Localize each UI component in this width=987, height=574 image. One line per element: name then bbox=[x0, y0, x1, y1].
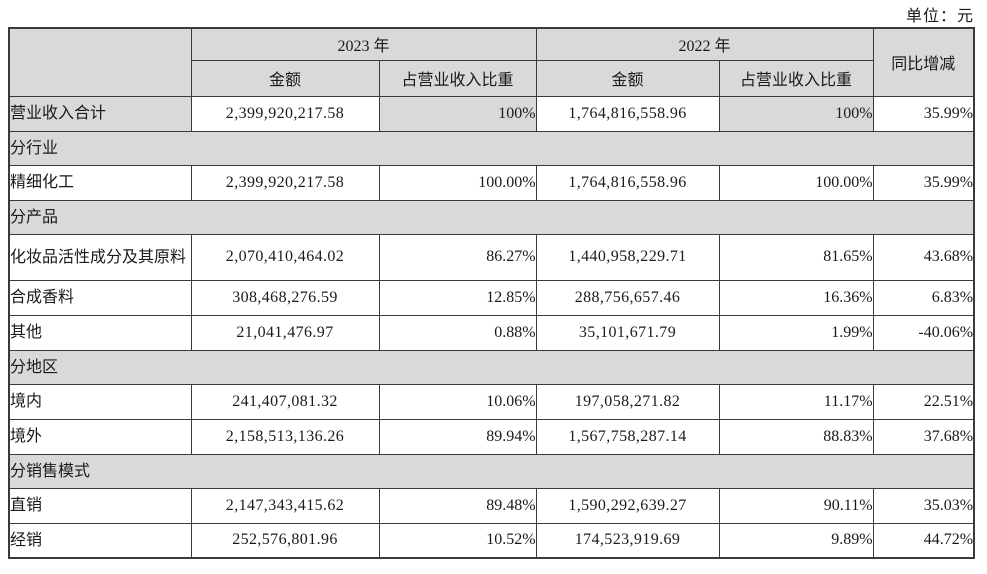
ratio-2023-cell: 100.00% bbox=[378, 164, 537, 201]
row-label-cell: 化妆品活性成分及其原料 bbox=[8, 233, 192, 281]
section-row-product: 分产品 bbox=[8, 199, 975, 235]
amount-2023-cell: 2,399,920,217.58 bbox=[190, 164, 380, 201]
table-row: 经销 252,576,801.96 10.52% 174,523,919.69 … bbox=[8, 522, 975, 559]
section-label-cell: 分产品 bbox=[8, 199, 975, 235]
amount-2023-cell: 2,070,410,464.02 bbox=[190, 233, 380, 281]
amount-2022-cell: 1,590,292,639.27 bbox=[535, 487, 720, 524]
year-2022-header: 2022 年 bbox=[535, 27, 874, 61]
ratio-2022-cell: 100% bbox=[718, 95, 874, 132]
ratio-2022-cell: 16.36% bbox=[718, 279, 874, 316]
yoy-cell: 35.99% bbox=[872, 95, 975, 132]
yoy-cell: 43.68% bbox=[872, 233, 975, 281]
amount-2023-cell: 2,158,513,136.26 bbox=[190, 418, 380, 455]
amount-2022-cell: 35,101,671.79 bbox=[535, 314, 720, 351]
ratio-2022-cell: 90.11% bbox=[718, 487, 874, 524]
ratio-2023-cell: 100% bbox=[378, 95, 537, 132]
yoy-cell: 22.51% bbox=[872, 383, 975, 420]
amount-2022-cell: 174,523,919.69 bbox=[535, 522, 720, 559]
ratio-2022-cell: 11.17% bbox=[718, 383, 874, 420]
amount-2023-header: 金额 bbox=[190, 59, 380, 97]
amount-2023-cell: 21,041,476.97 bbox=[190, 314, 380, 351]
yoy-cell: 6.83% bbox=[872, 279, 975, 316]
yoy-cell: 37.68% bbox=[872, 418, 975, 455]
amount-2022-cell: 197,058,271.82 bbox=[535, 383, 720, 420]
yoy-header: 同比增减 bbox=[872, 27, 975, 97]
ratio-2022-header: 占营业收入比重 bbox=[718, 59, 874, 97]
table-row: 合成香料 308,468,276.59 12.85% 288,756,657.4… bbox=[8, 279, 975, 316]
row-label-cell: 精细化工 bbox=[8, 164, 192, 201]
year-2023-header: 2023 年 bbox=[190, 27, 537, 61]
row-label-cell: 合成香料 bbox=[8, 279, 192, 316]
revenue-breakdown-table: 2023 年 2022 年 同比增减 金额 占营业收入比重 金额 占营业收入比重… bbox=[8, 27, 976, 559]
table-row: 其他 21,041,476.97 0.88% 35,101,671.79 1.9… bbox=[8, 314, 975, 351]
ratio-2023-header: 占营业收入比重 bbox=[378, 59, 537, 97]
amount-2023-cell: 2,147,343,415.62 bbox=[190, 487, 380, 524]
row-label-cell: 营业收入合计 bbox=[8, 95, 192, 132]
amount-2022-header: 金额 bbox=[535, 59, 720, 97]
row-label-cell: 经销 bbox=[8, 522, 192, 559]
header-row-years: 2023 年 2022 年 同比增减 bbox=[8, 27, 975, 97]
amount-2023-cell: 308,468,276.59 bbox=[190, 279, 380, 316]
amount-2022-cell: 1,440,958,229.71 bbox=[535, 233, 720, 281]
amount-2023-cell: 252,576,801.96 bbox=[190, 522, 380, 559]
row-label-cell: 直销 bbox=[8, 487, 192, 524]
ratio-2023-cell: 10.52% bbox=[378, 522, 537, 559]
ratio-2022-cell: 9.89% bbox=[718, 522, 874, 559]
section-label-cell: 分行业 bbox=[8, 130, 975, 166]
amount-2022-cell: 1,764,816,558.96 bbox=[535, 95, 720, 132]
yoy-cell: 44.72% bbox=[872, 522, 975, 559]
ratio-2022-cell: 88.83% bbox=[718, 418, 874, 455]
ratio-2023-cell: 89.94% bbox=[378, 418, 537, 455]
ratio-2022-cell: 100.00% bbox=[718, 164, 874, 201]
ratio-2022-cell: 1.99% bbox=[718, 314, 874, 351]
ratio-2022-cell: 81.65% bbox=[718, 233, 874, 281]
section-label-cell: 分地区 bbox=[8, 349, 975, 385]
amount-2023-cell: 2,399,920,217.58 bbox=[190, 95, 380, 132]
section-row-industry: 分行业 bbox=[8, 130, 975, 166]
table-row: 化妆品活性成分及其原料 2,070,410,464.02 86.27% 1,44… bbox=[8, 233, 975, 281]
ratio-2023-cell: 0.88% bbox=[378, 314, 537, 351]
section-row-region: 分地区 bbox=[8, 349, 975, 385]
table-row: 境内 241,407,081.32 10.06% 197,058,271.82 … bbox=[8, 383, 975, 420]
yoy-cell: -40.06% bbox=[872, 314, 975, 351]
unit-label: 单位：元 bbox=[905, 8, 974, 25]
yoy-cell: 35.99% bbox=[872, 164, 975, 201]
table-row: 直销 2,147,343,415.62 89.48% 1,590,292,639… bbox=[8, 487, 975, 524]
table-row: 境外 2,158,513,136.26 89.94% 1,567,758,287… bbox=[8, 418, 975, 455]
table-row: 精细化工 2,399,920,217.58 100.00% 1,764,816,… bbox=[8, 164, 975, 201]
ratio-2023-cell: 89.48% bbox=[378, 487, 537, 524]
yoy-cell: 35.03% bbox=[872, 487, 975, 524]
ratio-2023-cell: 12.85% bbox=[378, 279, 537, 316]
row-label-cell: 其他 bbox=[8, 314, 192, 351]
amount-2023-cell: 241,407,081.32 bbox=[190, 383, 380, 420]
row-label-cell: 境内 bbox=[8, 383, 192, 420]
row-label-cell: 境外 bbox=[8, 418, 192, 455]
amount-2022-cell: 288,756,657.46 bbox=[535, 279, 720, 316]
ratio-2023-cell: 86.27% bbox=[378, 233, 537, 281]
header-row-measures: 金额 占营业收入比重 金额 占营业收入比重 bbox=[9, 59, 974, 97]
ratio-2023-cell: 10.06% bbox=[378, 383, 537, 420]
table-row-total: 营业收入合计 2,399,920,217.58 100% 1,764,816,5… bbox=[8, 95, 975, 132]
amount-2022-cell: 1,567,758,287.14 bbox=[535, 418, 720, 455]
amount-2022-cell: 1,764,816,558.96 bbox=[535, 164, 720, 201]
section-label-cell: 分销售模式 bbox=[8, 453, 975, 489]
blank-corner-cell bbox=[8, 27, 192, 97]
section-row-sales-model: 分销售模式 bbox=[8, 453, 975, 489]
